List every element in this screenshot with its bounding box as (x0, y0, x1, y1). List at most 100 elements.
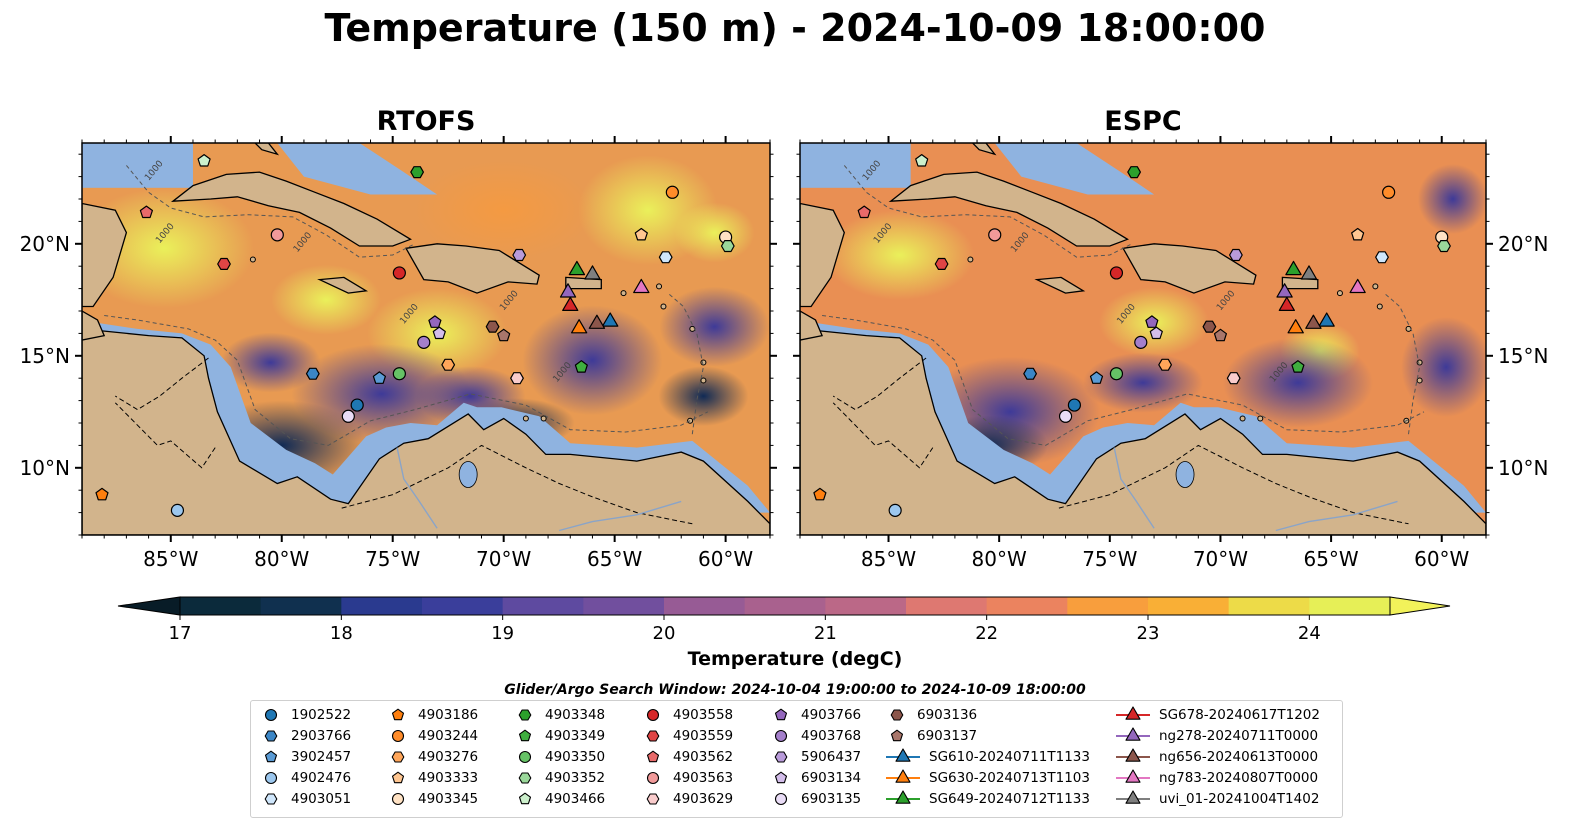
legend-label: 6903135 (801, 791, 862, 807)
legend-marker-icon (391, 771, 405, 784)
land-cuba (170, 171, 412, 247)
platform-marker-6903135 (341, 409, 355, 423)
colorbar-segment (744, 597, 826, 615)
legend-marker-icon (1116, 790, 1150, 804)
platform-marker-4903350 (392, 367, 406, 381)
colorbar-segment (986, 597, 1068, 615)
land-small-island (1416, 359, 1423, 366)
land-small-island (620, 290, 627, 297)
colorbar-tick-label: 24 (1298, 623, 1321, 640)
platform-marker-ng783-20240807T0000 (1349, 278, 1366, 294)
legend-marker-icon (264, 708, 278, 722)
lon-tick-label: 65°W (1303, 547, 1358, 571)
legend-item: 4903244 (386, 726, 478, 746)
platform-marker-SG610-20240711T1133 (601, 312, 619, 327)
gulf-shelf (800, 143, 911, 188)
land-small-island (660, 303, 667, 310)
platform-marker-1902522 (1067, 398, 1082, 412)
platform-marker-4903051 (1375, 251, 1389, 264)
colorbar-segment (1309, 597, 1391, 615)
platform-marker-4903629 (1226, 372, 1241, 385)
legend-marker-icon (890, 709, 904, 721)
colorbar-segment (664, 597, 746, 615)
temperature-anomaly (658, 366, 749, 427)
lon-tick-label: 60°W (1414, 547, 1469, 571)
country-border (832, 357, 927, 411)
platform-marker-4903563 (270, 228, 284, 242)
legend-label: ng656-20240613T0000 (1159, 749, 1319, 765)
land-florida-keys (971, 143, 997, 156)
platform-marker-4903558 (1109, 266, 1124, 280)
legend-item: ng783-20240807T0000 (1115, 768, 1318, 788)
platform-marker-4903562 (139, 205, 153, 219)
country-border (1058, 444, 1409, 525)
legend-marker-icon (391, 751, 405, 763)
legend-label: 4903333 (418, 770, 479, 786)
legend-marker-icon (886, 748, 920, 762)
platform-marker-5906437 (512, 248, 527, 262)
legend-label: 4903558 (673, 707, 734, 723)
legend-item: 4902476 (259, 768, 351, 788)
legend-item: 4903051 (259, 789, 351, 809)
land-central-south-america (82, 328, 770, 535)
legend-marker-icon (774, 751, 788, 763)
temperature-anomaly (220, 332, 321, 393)
figure-title: Temperature (150 m) - 2024-10-09 18:00:0… (324, 6, 1266, 50)
colorbar-extend-min (117, 596, 181, 616)
legend-label: 4903466 (545, 791, 606, 807)
lon-tick-label: 80°W (972, 547, 1027, 571)
lake-maracaibo (1175, 461, 1195, 488)
colorbar-segment (1067, 597, 1149, 615)
platform-marker-4903348 (1127, 166, 1142, 179)
colorbar-segment (825, 597, 907, 615)
legend-label: 4903768 (801, 728, 862, 744)
isobath-1000m (667, 292, 704, 435)
platform-marker-5906437 (1228, 248, 1243, 262)
legend-marker-icon (264, 750, 278, 763)
legend-label: SG649-20240712T1133 (929, 791, 1090, 807)
colorbar-frame (179, 596, 1391, 616)
colorbar: 17 18 19 20 21 22 23 24 (117, 596, 1451, 640)
lon-tick-label: 70°W (1193, 547, 1248, 571)
land-small-island (540, 415, 547, 422)
colorbar-segment (341, 597, 423, 615)
platform-marker-4903350 (1109, 367, 1124, 381)
country-border (832, 402, 934, 469)
temperature-anomaly (1083, 352, 1203, 413)
legend-label: 4903350 (545, 749, 606, 765)
platform-marker-4903348 (410, 166, 424, 179)
legend-item: SG610-20240711T1133 (885, 747, 1090, 767)
land-hispaniola (404, 243, 540, 294)
platform-marker-2903766 (305, 367, 320, 380)
lon-tick-label: 60°W (698, 547, 753, 571)
legend-label: 2903766 (291, 728, 352, 744)
platform-marker-SG649-20240712T1133 (1285, 260, 1302, 276)
legend-item: SG630-20240713T1103 (885, 768, 1090, 788)
colorbar-segment (260, 597, 342, 615)
lat-tick-label: 15°N (20, 344, 70, 368)
platform-marker-SG649-20240712T1133 (568, 260, 586, 276)
colorbar-extend-max (1389, 596, 1451, 616)
legend-marker-icon (518, 709, 532, 721)
legend-marker-icon (518, 729, 532, 742)
legend-marker-icon (391, 708, 405, 721)
legend-marker-icon (391, 729, 405, 743)
land-yucatan (800, 202, 845, 308)
bahamas-shelf (994, 143, 1155, 195)
lon-tick-label: 80°W (254, 547, 309, 571)
temperature-anomaly (1222, 337, 1373, 428)
platform-marker-4903352 (1437, 240, 1451, 253)
platform-marker-uvi_01-20241004T1402 (584, 265, 601, 280)
land-small-island (1376, 303, 1383, 310)
legend-item: 4903768 (769, 726, 861, 746)
land-cuba (888, 171, 1129, 247)
panel-title-espc: ESPC (1104, 106, 1182, 137)
legend-marker-icon (646, 708, 660, 722)
platform-marker-4903562 (857, 205, 871, 219)
legend-item: 2903766 (259, 726, 351, 746)
country-border (115, 357, 209, 411)
legend-label: uvi_01-20241004T1402 (1159, 791, 1320, 807)
land-small-island (522, 415, 529, 422)
legend-label: 4903276 (418, 749, 479, 765)
